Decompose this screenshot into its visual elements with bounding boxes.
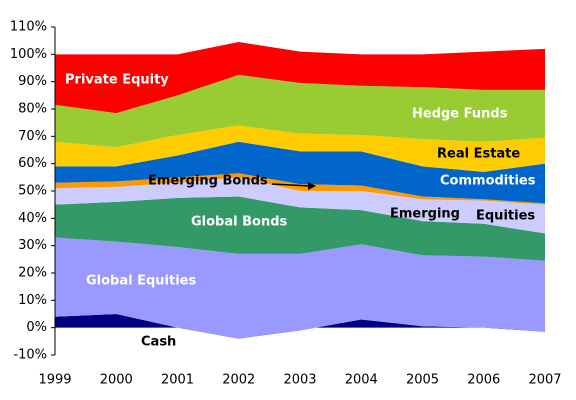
series-label: Hedge Funds (412, 107, 508, 122)
y-tick-label: 90% (18, 74, 47, 89)
y-tick-label: 110% (10, 20, 47, 35)
arrow (271, 183, 311, 187)
series-label: Cash (141, 335, 176, 350)
x-tick-label: 2006 (467, 373, 500, 388)
y-tick-label: 70% (18, 129, 47, 144)
y-tick-label: 100% (10, 47, 47, 62)
series-label: Private Equity (65, 73, 169, 88)
x-tick-label: 2005 (406, 373, 439, 388)
area (55, 74, 545, 148)
area (55, 141, 545, 204)
y-tick-label: 80% (18, 102, 47, 117)
y-tick-label: 60% (18, 156, 47, 171)
x-tick-label: 1999 (38, 373, 71, 388)
y-tick-label: 30% (18, 238, 47, 253)
area (55, 196, 545, 261)
x-tick-label: 2001 (161, 373, 194, 388)
series-label: Global Bonds (191, 215, 288, 230)
area (55, 42, 545, 114)
y-tick-label: -10% (13, 348, 47, 363)
series-label: Commodities (440, 174, 536, 189)
y-tick-label: 10% (18, 293, 47, 308)
x-tick-label: 2003 (283, 373, 316, 388)
area (55, 125, 545, 172)
area (55, 177, 545, 234)
series-label: Equities (476, 209, 535, 224)
series-label: Real Estate (437, 147, 520, 162)
x-tick-label: 2007 (528, 373, 561, 388)
area (55, 173, 545, 205)
x-tick-label: 2002 (222, 373, 255, 388)
y-tick-label: 50% (18, 184, 47, 199)
y-tick-label: 40% (18, 211, 47, 226)
area (55, 314, 545, 339)
y-tick-label: 20% (18, 266, 47, 281)
series-label: Emerging Bonds (148, 174, 268, 189)
x-tick-label: 2000 (100, 373, 133, 388)
series-label: Global Equities (86, 274, 197, 289)
y-tick-label: 0% (26, 320, 47, 335)
series-label: Emerging (390, 207, 460, 222)
area (55, 237, 545, 339)
arrow-head (308, 182, 316, 190)
x-tick-label: 2004 (345, 373, 378, 388)
